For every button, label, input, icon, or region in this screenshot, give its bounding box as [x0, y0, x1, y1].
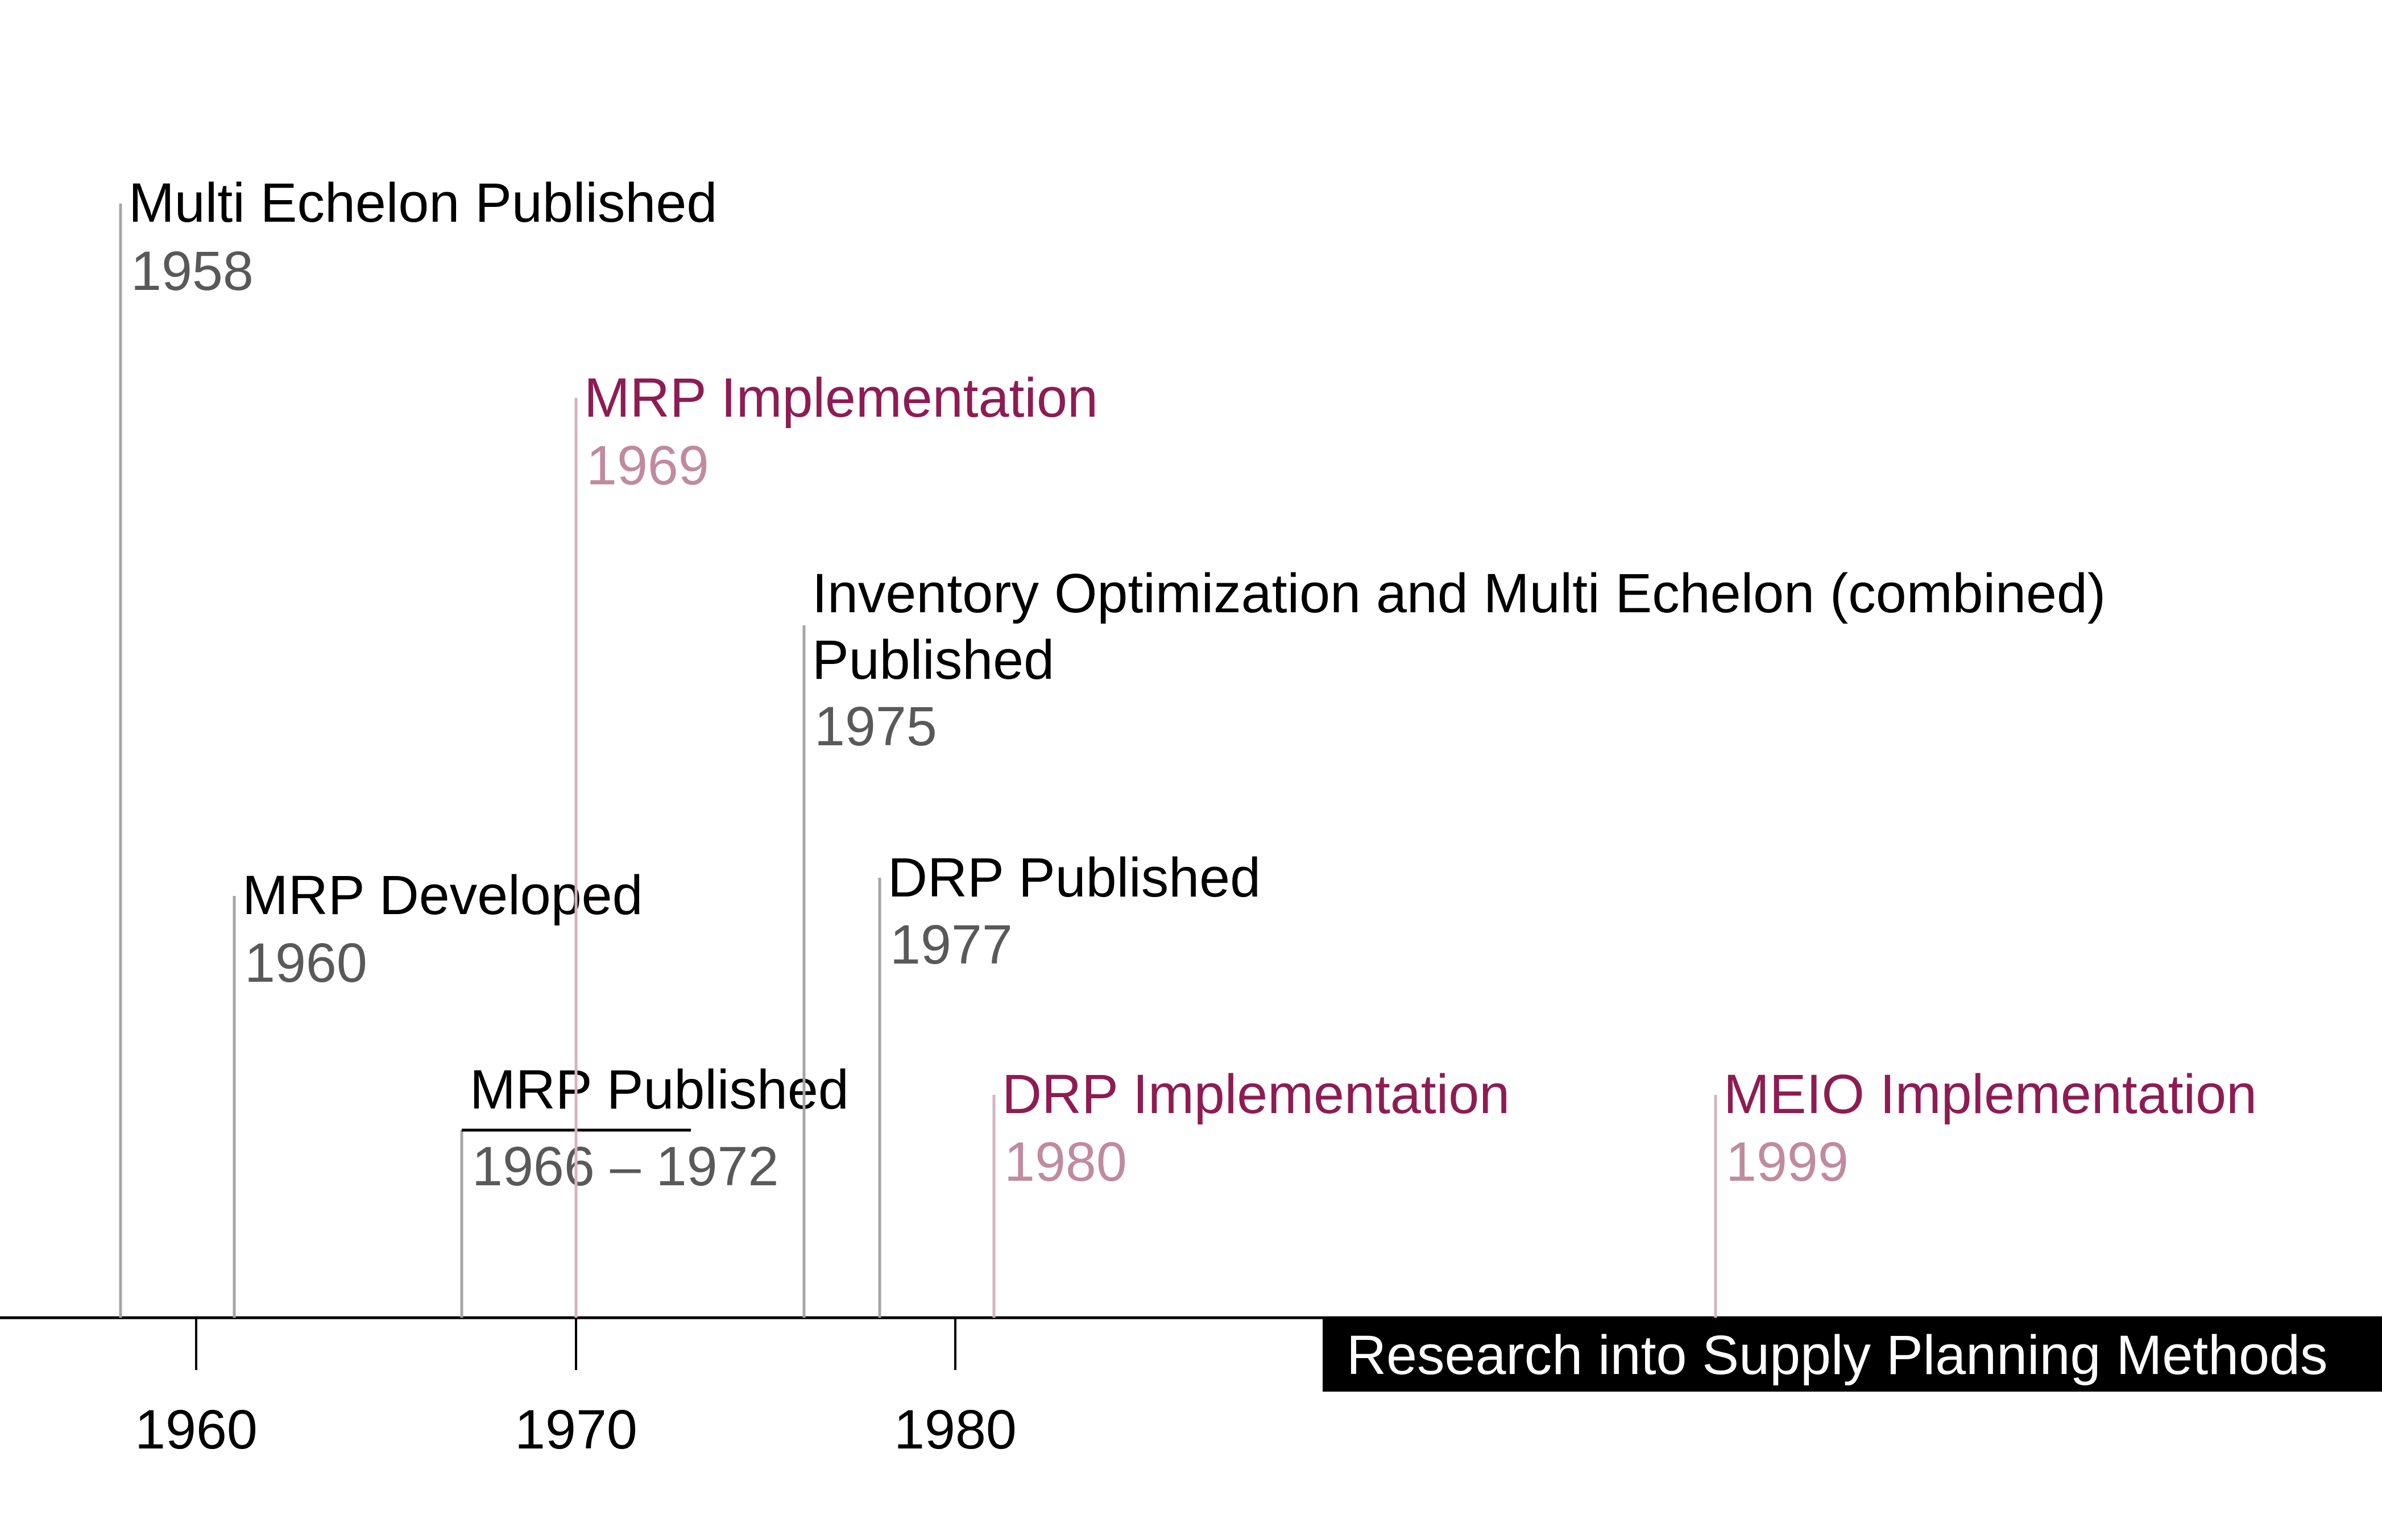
event-title-mrp-published: MRP Published [470, 1059, 849, 1120]
event-year-meio-implementation: 1999 [1726, 1131, 1849, 1193]
diagram-title: Research into Supply Planning Methods [1347, 1324, 2328, 1386]
axis-label-1970: 1970 [515, 1398, 637, 1460]
event-title-io-multi-echelon-line2: Published [812, 629, 1054, 691]
event-title-meio-implementation: MEIO Implementation [1724, 1063, 2257, 1125]
event-year-mrp-implementation: 1969 [586, 434, 709, 496]
event-year-mrp-developed: 1960 [245, 932, 367, 994]
event-year-multi-echelon: 1958 [131, 240, 254, 302]
event-title-mrp-developed: MRP Developed [242, 864, 643, 926]
event-title-multi-echelon: Multi Echelon Published [129, 172, 717, 234]
title-box [1323, 1318, 2382, 1392]
event-title-drp-published: DRP Published [888, 846, 1261, 908]
event-year-drp-published: 1977 [890, 914, 1013, 976]
axis-label-1960: 1960 [135, 1398, 258, 1460]
event-year-drp-implementation: 1980 [1004, 1131, 1127, 1193]
event-year-mrp-published: 1966 – 1972 [472, 1135, 778, 1197]
event-year-io-multi-echelon: 1975 [814, 695, 937, 757]
event-title-mrp-implementation: MRP Implementation [584, 367, 1098, 429]
event-title-drp-implementation: DRP Implementation [1002, 1063, 1510, 1125]
event-title-io-multi-echelon: Inventory Optimization and Multi Echelon… [812, 562, 2106, 624]
axis-label-1980: 1980 [894, 1398, 1017, 1460]
